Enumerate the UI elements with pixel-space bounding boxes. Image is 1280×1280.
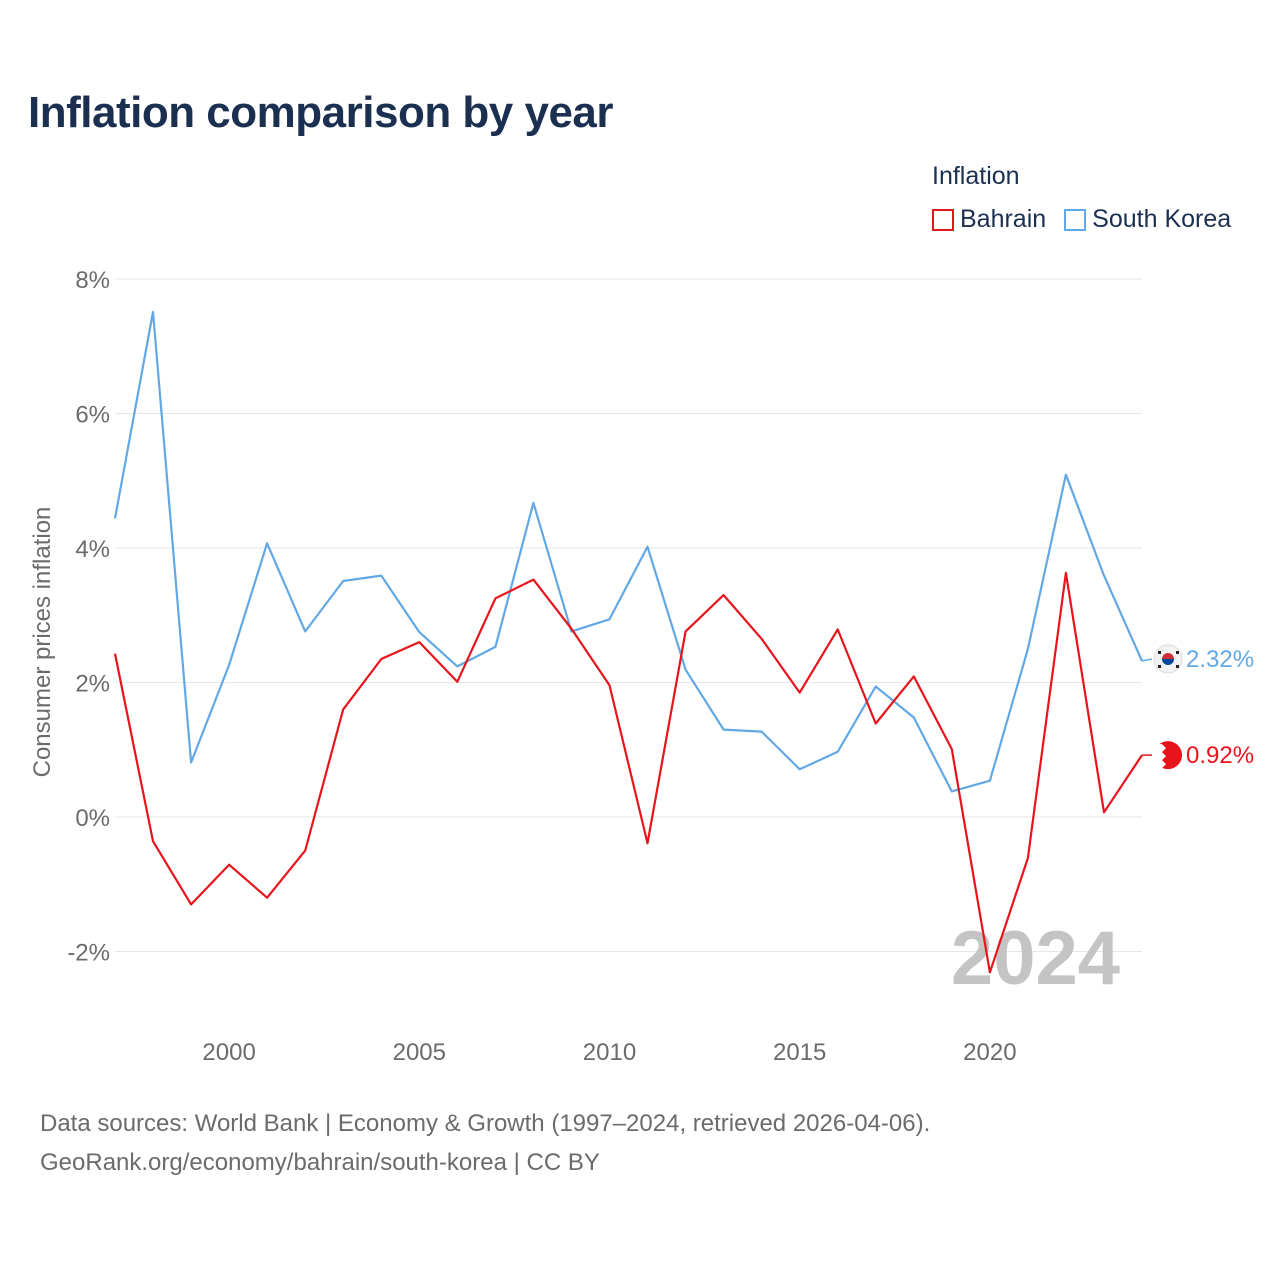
end-labels: 2.32% 0.92% <box>1141 644 1254 770</box>
footer-sources: Data sources: World Bank | Economy & Gro… <box>40 1110 931 1137</box>
series-line-south-korea[interactable] <box>113 310 1144 793</box>
bahrain-flag-icon <box>1154 741 1182 770</box>
y-tick-label: -2% <box>67 940 110 967</box>
y-tick-label: 0% <box>75 805 110 832</box>
legend-item-bahrain[interactable]: Bahrain <box>932 205 1046 234</box>
gridlines <box>115 278 1142 952</box>
line-chart: 2024 -2%0%2%4%6%8% 2000 2005 2010 2015 2020 … <box>29 267 1254 1066</box>
year-watermark: 2024 <box>951 916 1120 1001</box>
footer-link[interactable]: GeoRank.org/economy/bahrain/south-korea … <box>40 1149 600 1176</box>
south-korea-flag-icon <box>1153 644 1183 674</box>
x-tick-label: 2015 <box>773 1039 826 1066</box>
series-line-bahrain[interactable] <box>113 571 1143 974</box>
legend-swatch-bahrain <box>932 208 954 231</box>
legend: Bahrain South Korea <box>932 205 1231 234</box>
legend-swatch-south-korea <box>1064 208 1087 231</box>
legend-title: Inflation <box>932 162 1020 190</box>
x-tick-label: 2000 <box>202 1039 255 1066</box>
x-tick-label: 2020 <box>963 1039 1016 1066</box>
y-tick-label: 2% <box>75 671 110 698</box>
legend-item-south-korea[interactable]: South Korea <box>1064 205 1231 234</box>
legend-label-south-korea: South Korea <box>1092 205 1232 233</box>
y-tick-label: 4% <box>75 536 110 563</box>
y-axis-ticks: -2% 0% 2% 4% 6% 8% <box>67 267 110 967</box>
x-axis-ticks: 2000 2005 2010 2015 2020 <box>202 1039 1016 1066</box>
end-label-south-korea: 2.32% <box>1186 646 1254 673</box>
legend-label-bahrain: Bahrain <box>960 205 1047 233</box>
chart-title: Inflation comparison by year <box>28 88 614 137</box>
x-tick-label: 2010 <box>583 1039 636 1066</box>
end-connector-south-korea <box>1141 658 1153 662</box>
x-tick-label: 2005 <box>393 1039 446 1066</box>
series-lines <box>113 310 1144 974</box>
end-label-bahrain: 0.92% <box>1186 742 1254 769</box>
y-tick-label: 8% <box>75 267 110 294</box>
footer: Data sources: World Bank | Economy & Gro… <box>40 1104 930 1182</box>
y-axis-label: Consumer prices inflation <box>29 507 56 778</box>
y-tick-label: 6% <box>75 402 110 429</box>
